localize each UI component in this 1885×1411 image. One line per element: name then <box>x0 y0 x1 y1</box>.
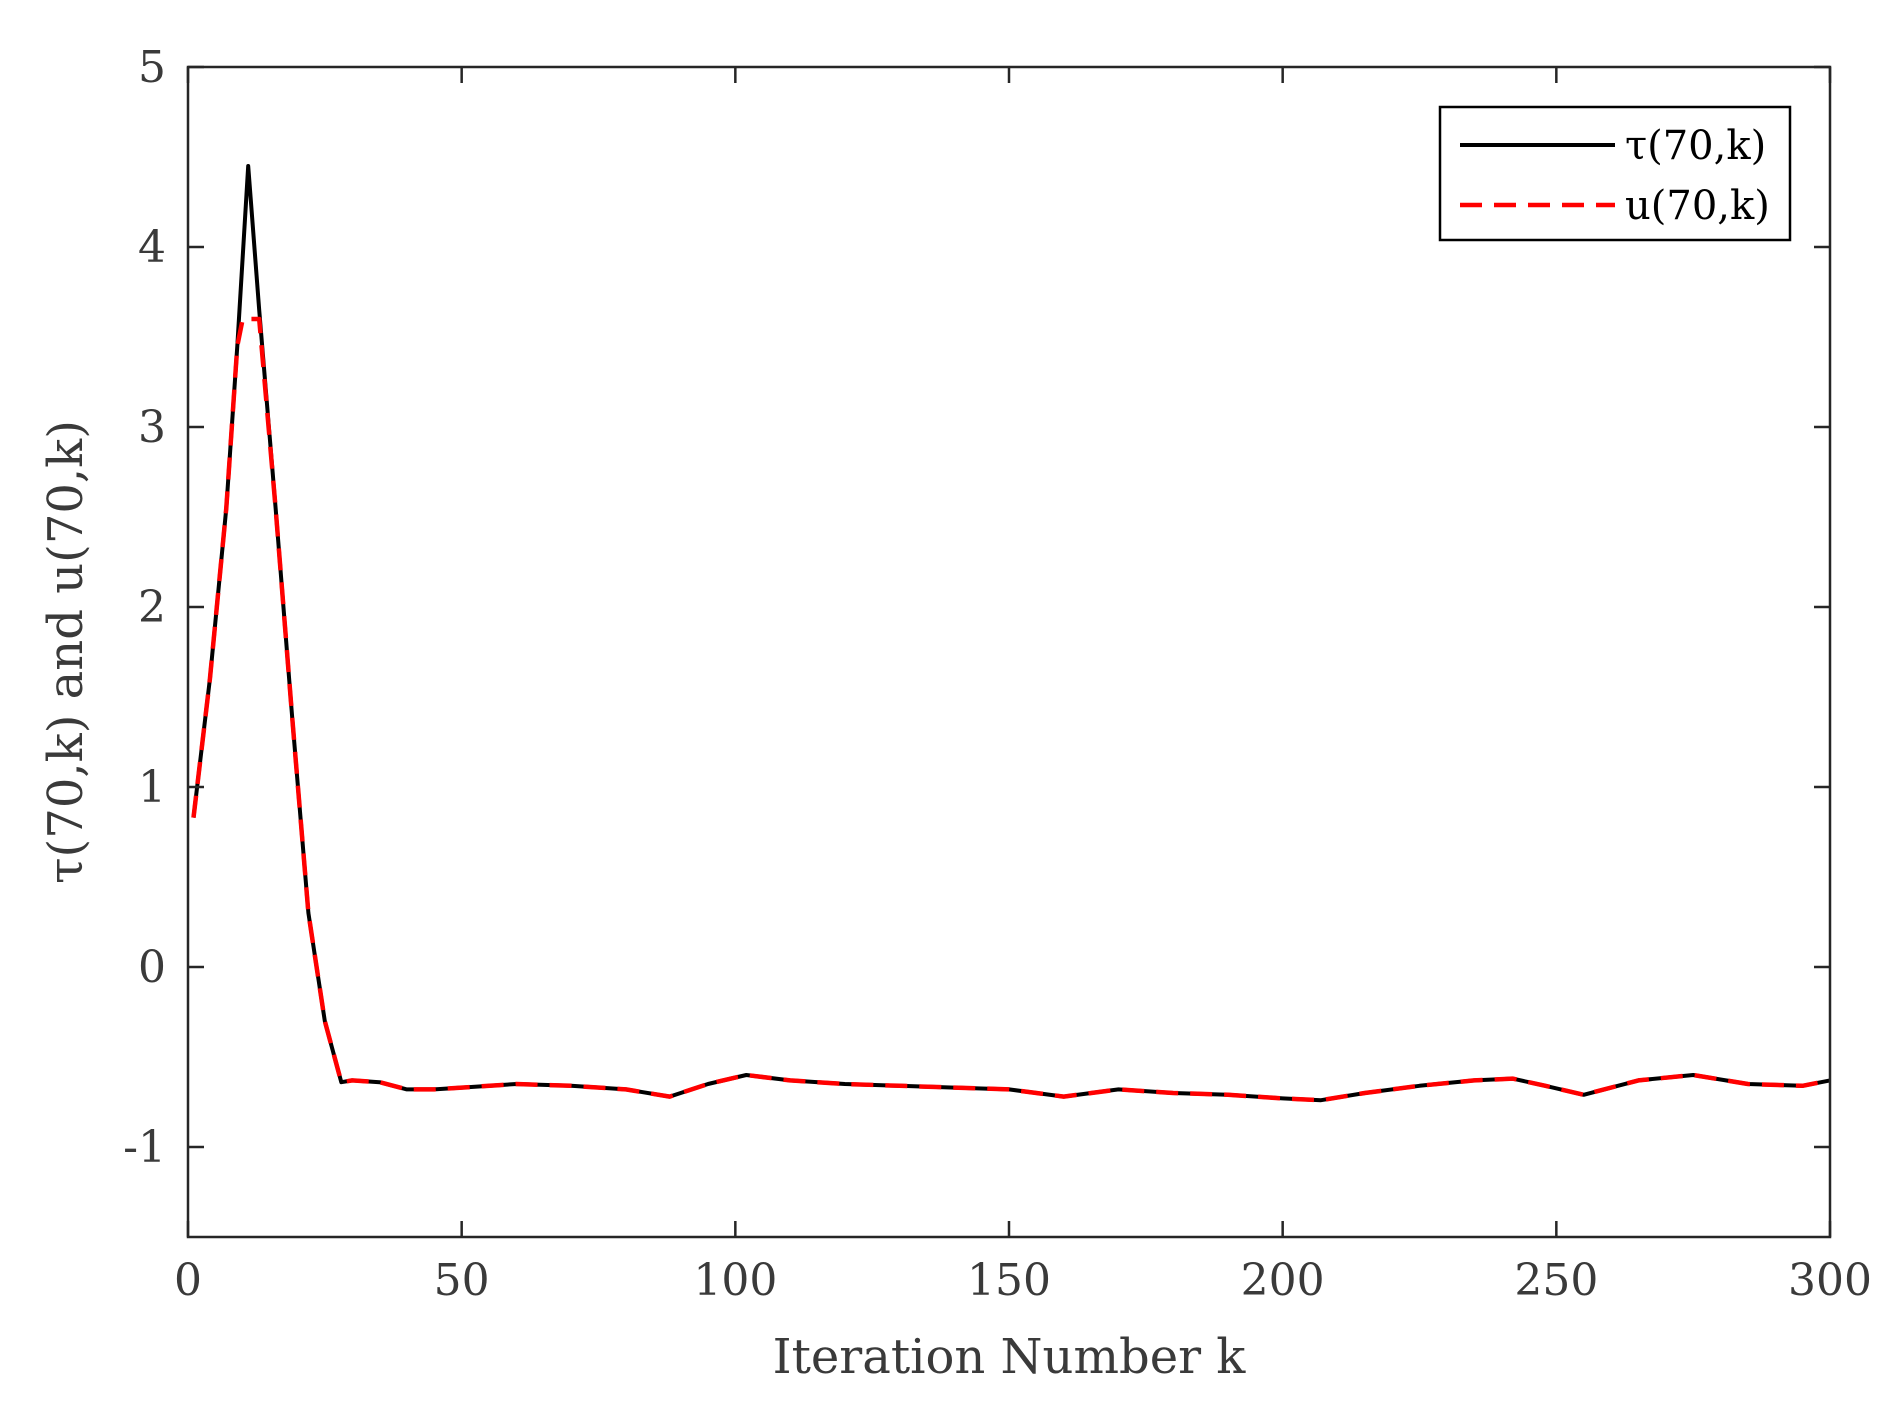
x-tick-label: 0 <box>174 1255 202 1306</box>
legend-label: τ(70,k) <box>1625 123 1766 169</box>
x-tick-label: 250 <box>1514 1255 1598 1306</box>
x-tick-label: 100 <box>693 1255 777 1306</box>
y-tick-label: 1 <box>138 762 166 813</box>
legend: τ(70,k) u(70,k) <box>1438 105 1792 242</box>
y-tick-label: 4 <box>138 222 166 273</box>
y-axis-title: τ(70,k) and u(70,k) <box>38 420 94 884</box>
y-tick-label: 0 <box>138 942 166 993</box>
x-tick-label: 50 <box>434 1255 490 1306</box>
x-tick-label: 300 <box>1788 1255 1872 1306</box>
x-axis-title: Iteration Number k <box>773 1329 1247 1385</box>
x-tick-label: 150 <box>967 1255 1051 1306</box>
legend-box <box>1438 105 1792 242</box>
y-tick-label: 5 <box>138 42 166 93</box>
legend-label: u(70,k) <box>1625 183 1770 229</box>
x-tick-label: 200 <box>1241 1255 1325 1306</box>
plot-area <box>191 164 1831 1103</box>
y-tick-label: 2 <box>138 582 166 633</box>
y-tick-label: 3 <box>138 402 166 453</box>
y-tick-label: -1 <box>123 1122 166 1173</box>
axes: 0 50 100 150 200 250 300 -1 0 1 2 3 4 5 <box>123 42 1872 1306</box>
